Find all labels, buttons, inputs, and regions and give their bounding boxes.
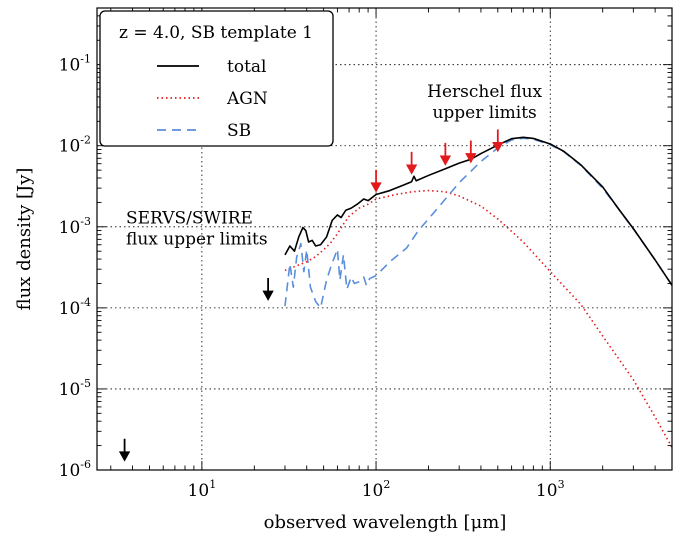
y-tick-label: 10-5 — [59, 377, 91, 400]
legend-label-sb: SB — [227, 121, 251, 141]
y-tick-label: 10-3 — [59, 215, 91, 238]
herschel-upper-limit-arrow — [405, 151, 418, 175]
x-axis-title: observed wavelength [μm] — [264, 512, 507, 533]
servs-swire-upper-limit-arrow — [262, 278, 274, 301]
plot-frame — [96, 7, 673, 471]
axis-ticks: 101 102 103 10-6 10-5 10-4 10-3 10-2 10-1 — [59, 7, 673, 501]
series-line-sb — [284, 137, 673, 309]
legend: z = 4.0, SB template 1 total AGN SB — [99, 10, 334, 147]
annotations: Herschel flux upper limits SERVS/SWIRE flux… — [126, 82, 543, 250]
herschel-upper-limit-arrow — [492, 129, 504, 153]
data-series — [284, 136, 673, 448]
herschel-upper-limit-arrow — [465, 140, 477, 164]
herschel-upper-limit-arrow — [370, 169, 382, 193]
y-tick-label: 10-2 — [59, 134, 91, 157]
series-line-total — [284, 136, 673, 286]
legend-title: z = 4.0, SB template 1 — [119, 23, 313, 43]
y-tick-label: 10-6 — [59, 458, 91, 481]
y-axis-title: flux density [Jy] — [14, 168, 35, 311]
x-tick-label: 102 — [362, 478, 391, 501]
x-tick-label: 101 — [188, 478, 217, 501]
x-tick-label: 103 — [536, 478, 565, 501]
y-tick-label: 10-1 — [59, 53, 91, 76]
servs-swire-upper-limit-arrow — [118, 438, 131, 462]
annotation-servs: SERVS/SWIRE flux upper limits — [126, 208, 268, 249]
legend-label-total: total — [227, 57, 266, 77]
annotation-herschel: Herschel flux upper limits — [427, 82, 542, 123]
series-line-agn — [284, 189, 673, 448]
y-tick-label: 10-4 — [59, 296, 91, 319]
legend-label-agn: AGN — [226, 89, 268, 109]
legend-box — [99, 10, 334, 147]
herschel-upper-limit-arrow — [439, 142, 452, 166]
upper-limit-arrows — [118, 129, 504, 462]
